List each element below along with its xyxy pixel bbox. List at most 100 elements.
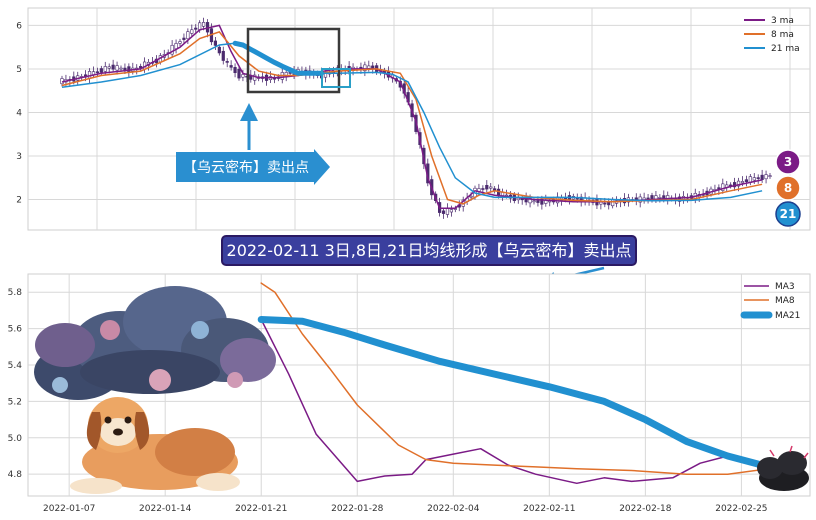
bottom-legend: MA3 MA8 MA21 bbox=[740, 282, 800, 321]
banner-box bbox=[221, 235, 637, 266]
candle-body bbox=[485, 185, 489, 190]
bottom-y-tick-label: 5.0 bbox=[8, 434, 23, 444]
candle-body bbox=[603, 202, 607, 205]
candle-body bbox=[186, 31, 190, 40]
candle-body bbox=[441, 210, 446, 214]
bottom-x-tick-label: 2022-02-11 bbox=[523, 504, 575, 514]
small-dark-cloud-icon bbox=[757, 445, 809, 491]
candle-body bbox=[469, 195, 473, 198]
candle-body bbox=[99, 68, 103, 73]
bottom-x-axis: 2022-01-07 2022-01-14 2022-01-21 2022-01-28… bbox=[43, 504, 768, 514]
candle-body bbox=[272, 77, 277, 80]
candle-body bbox=[658, 197, 662, 199]
crossover-highlight-box bbox=[321, 68, 351, 88]
candle-body bbox=[202, 22, 206, 27]
bottom-series-line-MA21 bbox=[257, 316, 773, 471]
bottom-x-tick-label: 2022-01-14 bbox=[139, 504, 192, 514]
badge-8-label: 8 bbox=[784, 181, 792, 195]
candle-body bbox=[646, 197, 650, 200]
badge-8-circle bbox=[775, 175, 801, 201]
candle-body bbox=[111, 64, 115, 70]
bottom-x-tick-label: 2022-02-04 bbox=[427, 504, 480, 514]
candle-body bbox=[532, 200, 536, 203]
legend-label-MA8: MA8 bbox=[775, 296, 795, 306]
top-y-tick-label: 2 bbox=[16, 196, 22, 206]
top-y-tick-label: 5 bbox=[16, 65, 22, 75]
candle-body bbox=[764, 174, 768, 180]
badge-3-circle bbox=[775, 149, 801, 175]
candle-body bbox=[768, 175, 772, 177]
candle-body bbox=[221, 50, 225, 61]
bottom-chart: 4.85.05.25.45.65.8 2022-01-07 2022-01-14 2… bbox=[8, 273, 811, 514]
bottom-y-axis: 4.8 5.0 5.2 5.4 5.6 5.8 bbox=[8, 288, 23, 480]
candle-body bbox=[752, 177, 756, 181]
top-series-line-ma8 bbox=[61, 31, 763, 205]
top-y-axis: 2 3 4 5 6 bbox=[16, 21, 22, 205]
top-legend: 3 ma 8 ma 21 ma bbox=[744, 16, 800, 54]
candle-body bbox=[119, 67, 123, 70]
bottom-y-tick-label: 5.8 bbox=[8, 288, 23, 298]
candle-body bbox=[241, 74, 245, 78]
candle-body bbox=[225, 61, 229, 63]
top-ma21-highlight bbox=[232, 40, 325, 76]
candle-body bbox=[115, 65, 119, 71]
callout-label: 【乌云密布】卖出点 bbox=[183, 159, 309, 176]
legend-label-MA3: MA3 bbox=[775, 282, 795, 292]
candle-body bbox=[174, 43, 178, 50]
badge-21-circle bbox=[775, 201, 801, 227]
candle-body bbox=[217, 46, 221, 54]
candle-body bbox=[182, 37, 186, 40]
candle-body bbox=[178, 41, 182, 44]
candle-body bbox=[756, 177, 760, 179]
candle-body bbox=[611, 199, 615, 207]
candle-body bbox=[445, 208, 450, 215]
signal-banner: 2022-02-11 3日,8日,21日均线形成【乌云密布】卖出点 bbox=[221, 235, 637, 287]
bottom-ma-lines bbox=[257, 282, 773, 485]
badge-21-label: 21 bbox=[780, 207, 797, 221]
candle-body bbox=[744, 179, 748, 182]
candle-body bbox=[229, 65, 233, 68]
bottom-x-tick-label: 2022-01-21 bbox=[235, 504, 287, 514]
candle-body bbox=[481, 188, 485, 190]
candle-body bbox=[87, 71, 92, 79]
top-plot-frame bbox=[27, 7, 811, 231]
dog-illustration bbox=[70, 397, 240, 494]
top-series-line-ma21 bbox=[61, 42, 763, 202]
badge-3-label: 3 bbox=[784, 155, 792, 169]
bottom-y-tick-label: 4.8 bbox=[8, 470, 23, 480]
candle-body bbox=[367, 65, 371, 69]
bottom-series-line-MA3 bbox=[260, 318, 770, 485]
bottom-y-tick-label: 5.4 bbox=[8, 361, 23, 371]
candle-body bbox=[213, 40, 218, 46]
candle-body bbox=[363, 64, 367, 72]
top-y-tick-label: 6 bbox=[16, 21, 22, 31]
bottom-series-line-MA8 bbox=[260, 282, 770, 475]
bottom-x-tick-label: 2022-02-25 bbox=[715, 504, 767, 514]
candle-body bbox=[103, 66, 107, 72]
banner-label: 2022-02-11 3日,8日,21日均线形成【乌云密布】卖出点 bbox=[227, 241, 632, 260]
candle-body bbox=[536, 200, 540, 203]
legend-label-21ma: 21 ma bbox=[771, 44, 800, 54]
candle-body bbox=[95, 71, 99, 73]
candle-body bbox=[721, 183, 725, 191]
candle-body bbox=[740, 181, 745, 184]
legend-label-MA21: MA21 bbox=[775, 311, 800, 321]
legend-label-3ma: 3 ma bbox=[771, 16, 794, 26]
candle-body bbox=[190, 29, 194, 34]
bottom-x-tick-label: 2022-01-28 bbox=[331, 504, 384, 514]
candle-body bbox=[540, 198, 544, 205]
candle-body bbox=[449, 209, 454, 213]
candle-body bbox=[107, 66, 111, 69]
candle-body bbox=[489, 186, 493, 189]
candle-body bbox=[170, 44, 174, 55]
bottom-y-tick-label: 5.2 bbox=[8, 397, 22, 407]
candle-body bbox=[607, 201, 611, 206]
sell-point-callout: 【乌云密布】卖出点 bbox=[176, 103, 330, 185]
candle-body bbox=[237, 68, 241, 79]
candle-body bbox=[233, 67, 237, 74]
ma-badges: 3 8 21 bbox=[775, 149, 801, 227]
top-y-tick-label: 4 bbox=[16, 108, 22, 118]
top-ma-lines bbox=[61, 24, 763, 209]
